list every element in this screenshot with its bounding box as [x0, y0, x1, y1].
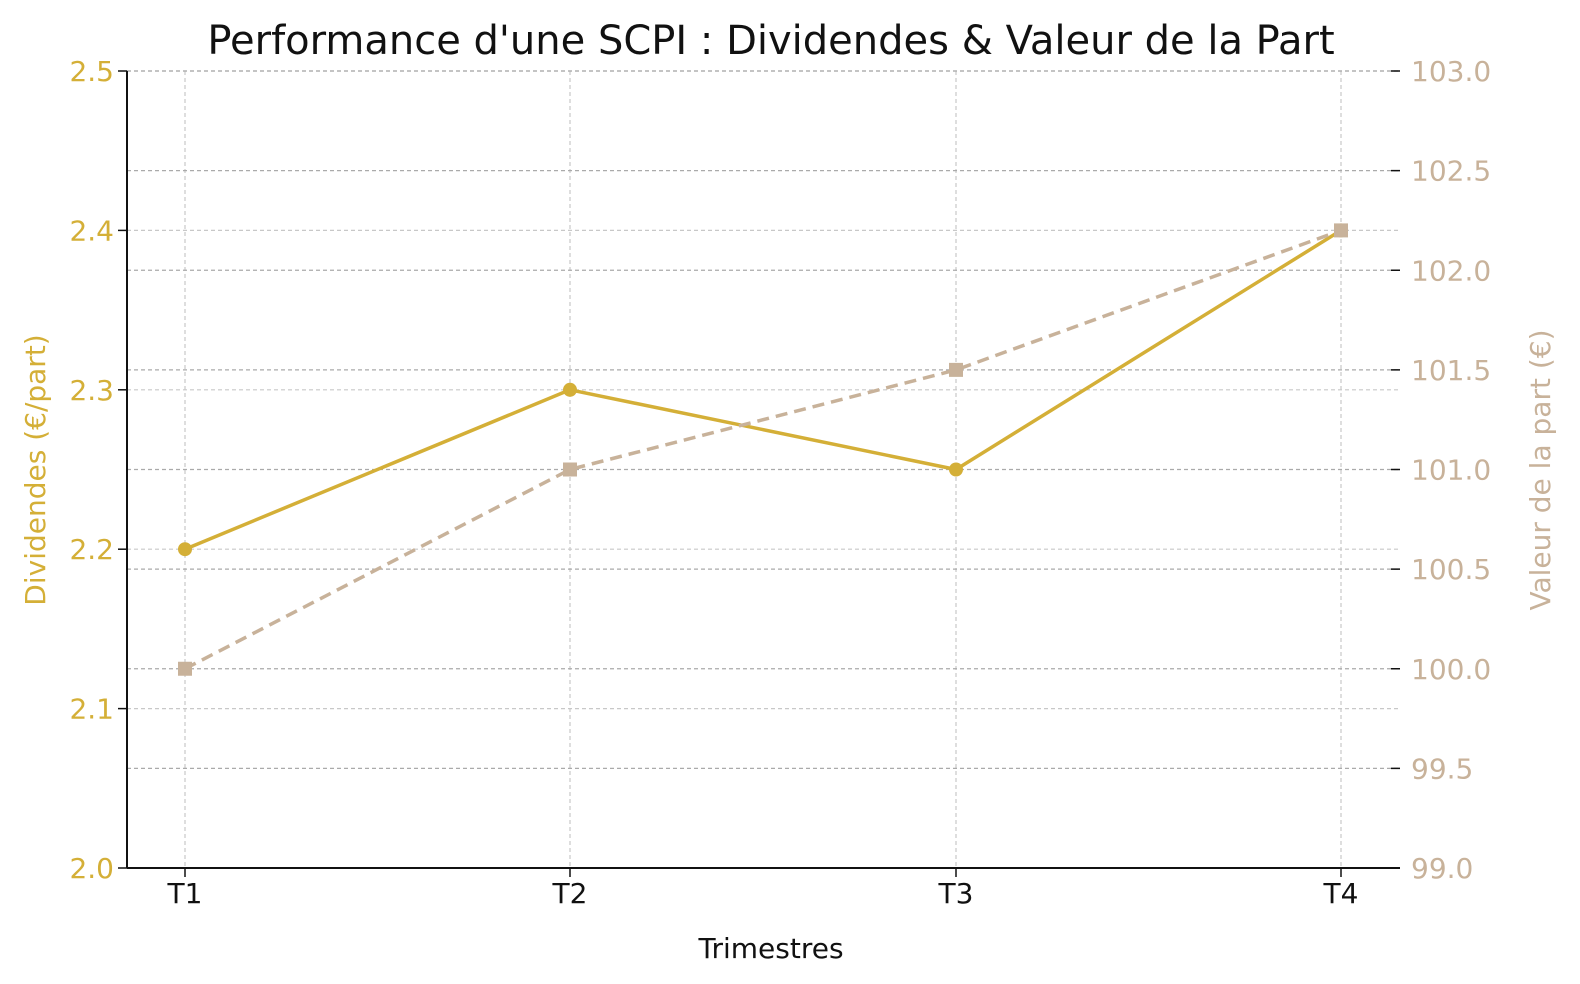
axes-layer: 2.0 2.1 2.2 2.3 2.4 2.5 99.0 99.5 100.0 100.5 101.…	[69, 55, 1491, 910]
y-tick-label: 2.4	[69, 214, 114, 247]
x-tick-label: T3	[938, 877, 974, 910]
y-tick-label: 2.0	[69, 852, 114, 885]
series-point-1	[178, 542, 192, 557]
y2-axis-label: Valeur de la part (€)	[1524, 329, 1557, 610]
series-line-2	[184, 228, 1342, 671]
x-axis-label: Trimestres	[697, 932, 843, 965]
series-line-1	[184, 228, 1342, 551]
y2-tick-label: 100.0	[1411, 653, 1491, 686]
series-point-2	[949, 362, 963, 377]
series-point-1	[563, 382, 577, 397]
y-tick-label: 2.3	[69, 374, 114, 407]
y-tick-label: 2.5	[69, 55, 114, 88]
y-tick-label: 2.1	[69, 693, 114, 726]
y2-tick-label: 101.0	[1411, 454, 1491, 487]
series-point-2	[178, 661, 192, 676]
y2-tick-label: 103.0	[1411, 55, 1491, 88]
series-point-2	[1334, 223, 1348, 238]
y2-tick-label: 100.5	[1411, 553, 1491, 586]
series-point-2	[563, 462, 577, 477]
y-tick-label: 2.2	[69, 533, 114, 566]
y2-tick-label: 99.5	[1411, 752, 1473, 785]
y2-tick-label: 99.0	[1411, 852, 1473, 885]
chart-title: Performance d'une SCPI : Dividendes & Va…	[207, 18, 1334, 64]
y-axis-label: Dividendes (€/part)	[19, 334, 52, 605]
x-tick-label: T4	[1323, 877, 1359, 910]
grid-layer	[127, 70, 1400, 869]
x-tick-label: T2	[552, 877, 588, 910]
y2-tick-label: 102.5	[1411, 155, 1491, 188]
series-point-1	[949, 462, 963, 477]
x-tick-label: T1	[167, 877, 203, 910]
series-layer	[178, 223, 1348, 676]
y2-tick-label: 102.0	[1411, 254, 1491, 287]
y2-tick-label: 101.5	[1411, 354, 1491, 387]
